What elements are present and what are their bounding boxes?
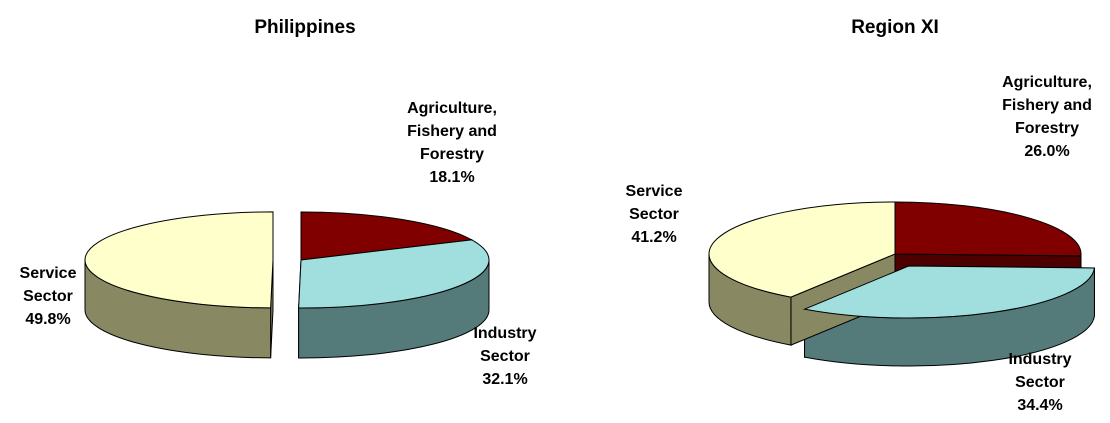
slice-label-service-sector: Service Sector 49.8% <box>20 265 77 328</box>
slice-service-sector <box>84 211 274 309</box>
pie-chart-1: Philippines Agriculture, Fishery and Forest… <box>20 17 537 388</box>
slice-label-agriculture-fishery-and-forestry: Agriculture, Fishery and Forestry 26.0% <box>1002 74 1092 160</box>
slice-label-industry-sector: Industry Sector 34.4% <box>1008 351 1071 414</box>
slice-industry-sector <box>298 239 490 309</box>
pie-chart-2: Region XI Agriculture, Fishery and Forestry… <box>626 17 1096 414</box>
slice-industry-sector <box>802 265 1096 319</box>
pie-tops <box>84 211 490 309</box>
slice-service-sector <box>708 201 896 298</box>
pie-tops <box>708 201 1096 319</box>
slice-label-agriculture-fishery-and-forestry: Agriculture, Fishery and Forestry 18.1% <box>407 100 497 186</box>
slice-agriculture-fishery-and-forestry <box>894 201 1082 257</box>
chart-title: Region XI <box>851 17 939 38</box>
slice-label-industry-sector: Industry Sector 32.1% <box>473 325 536 388</box>
slice-agriculture-fishery-and-forestry <box>300 211 474 261</box>
chart-title: Philippines <box>254 17 355 38</box>
slice-label-service-sector: Service Sector 41.2% <box>626 183 683 246</box>
